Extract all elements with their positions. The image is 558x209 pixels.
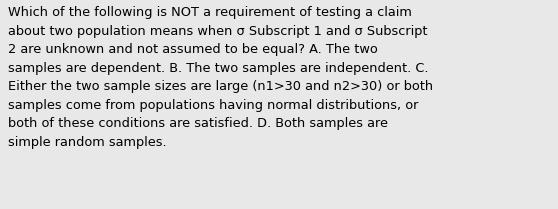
Text: Which of the following is NOT a requirement of testing a claim
about two populat: Which of the following is NOT a requirem… xyxy=(8,6,434,149)
